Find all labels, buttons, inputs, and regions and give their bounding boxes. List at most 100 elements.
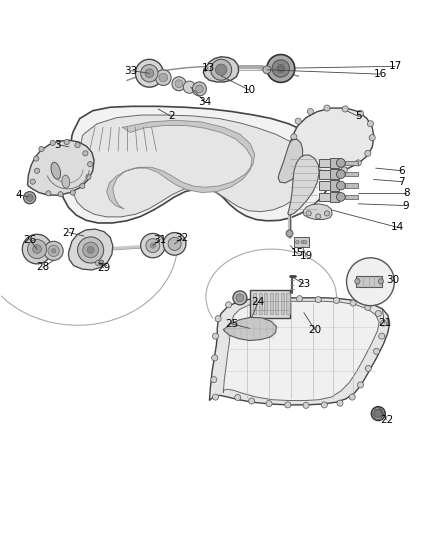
- Circle shape: [184, 81, 195, 93]
- Circle shape: [86, 174, 91, 180]
- Circle shape: [277, 296, 283, 302]
- Circle shape: [226, 302, 232, 308]
- Circle shape: [291, 134, 297, 140]
- Text: 23: 23: [297, 279, 311, 289]
- Text: 6: 6: [399, 166, 405, 176]
- Circle shape: [249, 398, 254, 404]
- Bar: [330, 158, 339, 168]
- Circle shape: [141, 64, 158, 82]
- Circle shape: [375, 310, 381, 317]
- Circle shape: [28, 239, 47, 259]
- Circle shape: [341, 167, 347, 173]
- Circle shape: [379, 333, 385, 339]
- Polygon shape: [278, 140, 303, 183]
- Circle shape: [34, 156, 39, 161]
- Circle shape: [324, 105, 330, 111]
- Circle shape: [33, 245, 42, 254]
- Circle shape: [212, 355, 218, 361]
- Bar: [281, 294, 284, 314]
- Circle shape: [303, 402, 309, 408]
- Circle shape: [46, 191, 51, 196]
- Circle shape: [212, 394, 219, 400]
- Circle shape: [378, 279, 384, 284]
- Text: 2: 2: [168, 111, 174, 122]
- Circle shape: [58, 192, 63, 197]
- Text: 31: 31: [154, 235, 167, 245]
- Circle shape: [39, 147, 44, 151]
- Text: 27: 27: [62, 228, 75, 238]
- Circle shape: [75, 142, 80, 148]
- Circle shape: [51, 249, 56, 253]
- Circle shape: [99, 260, 104, 264]
- Circle shape: [336, 181, 345, 190]
- Circle shape: [212, 333, 219, 339]
- Polygon shape: [223, 318, 276, 341]
- Circle shape: [367, 120, 374, 127]
- Bar: [330, 169, 339, 180]
- Text: 16: 16: [374, 69, 387, 79]
- Circle shape: [35, 168, 40, 173]
- Text: 7: 7: [399, 176, 405, 187]
- Circle shape: [306, 211, 311, 216]
- Circle shape: [263, 66, 271, 74]
- Circle shape: [369, 135, 375, 141]
- Circle shape: [374, 349, 380, 354]
- Text: 26: 26: [23, 235, 36, 245]
- Circle shape: [355, 279, 360, 284]
- Bar: [264, 294, 267, 314]
- Circle shape: [336, 192, 345, 201]
- Bar: [330, 180, 339, 191]
- Bar: [286, 294, 290, 314]
- Circle shape: [296, 240, 299, 244]
- Text: 33: 33: [124, 66, 138, 76]
- Text: 8: 8: [403, 188, 410, 198]
- Circle shape: [150, 243, 155, 248]
- Circle shape: [135, 59, 163, 87]
- Circle shape: [355, 160, 361, 166]
- Circle shape: [44, 241, 63, 261]
- Circle shape: [301, 240, 304, 244]
- Circle shape: [175, 80, 183, 87]
- Circle shape: [346, 258, 394, 305]
- Polygon shape: [107, 120, 254, 209]
- Polygon shape: [288, 155, 319, 215]
- Text: 10: 10: [243, 85, 256, 95]
- Text: 22: 22: [380, 415, 393, 425]
- Polygon shape: [223, 301, 379, 400]
- Circle shape: [272, 60, 290, 77]
- Text: 28: 28: [36, 262, 49, 272]
- Circle shape: [307, 109, 314, 115]
- Circle shape: [350, 300, 356, 306]
- Bar: [258, 294, 261, 314]
- Circle shape: [349, 394, 355, 400]
- Circle shape: [70, 190, 75, 195]
- Text: 20: 20: [308, 325, 321, 335]
- Bar: [345, 183, 358, 188]
- Circle shape: [22, 235, 52, 264]
- Text: 14: 14: [391, 222, 404, 232]
- Circle shape: [64, 140, 69, 144]
- Ellipse shape: [51, 162, 60, 179]
- Circle shape: [48, 245, 59, 256]
- Bar: [330, 192, 339, 202]
- Circle shape: [159, 73, 168, 82]
- Circle shape: [266, 400, 272, 407]
- Circle shape: [195, 85, 203, 93]
- Circle shape: [381, 320, 387, 326]
- Text: 4: 4: [15, 190, 22, 200]
- Circle shape: [26, 194, 33, 201]
- Polygon shape: [304, 204, 332, 220]
- Circle shape: [316, 214, 321, 219]
- Circle shape: [215, 64, 227, 76]
- Circle shape: [324, 211, 329, 216]
- Circle shape: [80, 183, 85, 189]
- Circle shape: [163, 232, 186, 255]
- Polygon shape: [209, 298, 390, 405]
- Circle shape: [337, 400, 343, 406]
- Circle shape: [215, 316, 221, 322]
- Circle shape: [236, 294, 244, 302]
- Circle shape: [304, 240, 307, 244]
- Bar: [251, 289, 290, 318]
- Circle shape: [321, 402, 327, 408]
- Circle shape: [267, 54, 295, 83]
